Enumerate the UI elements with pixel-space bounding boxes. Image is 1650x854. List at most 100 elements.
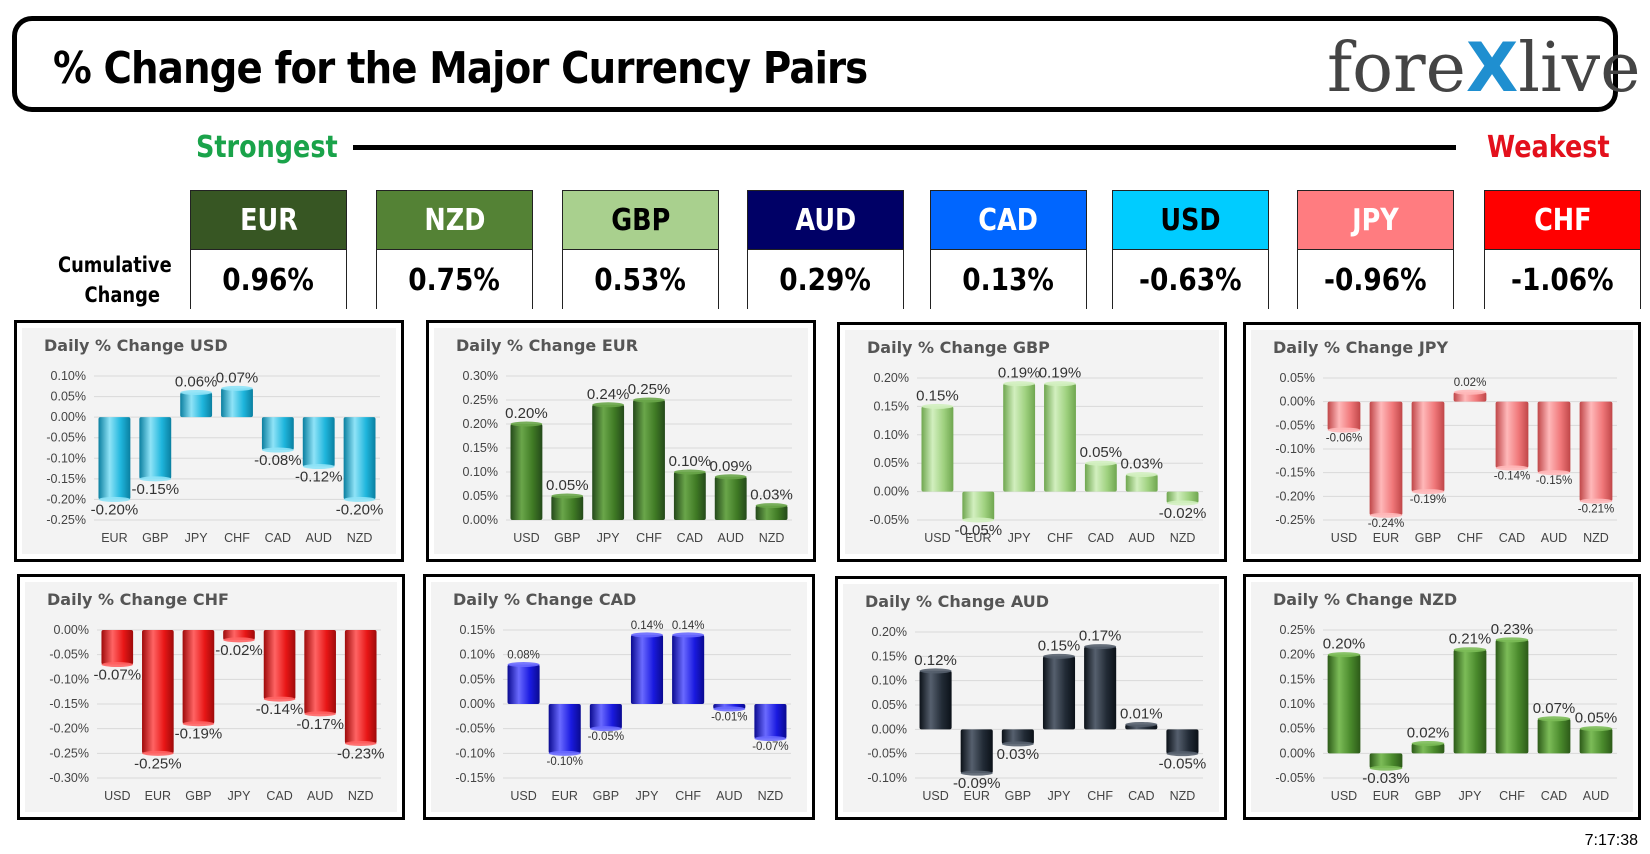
bar [1369,753,1403,769]
x-tick-label: USD [510,789,536,803]
y-tick-label: -0.05% [455,722,495,736]
x-tick-label: EUR [1373,789,1399,803]
cumulative-change-text: 0.96% [222,262,315,298]
x-tick-label: GBP [142,531,168,545]
chart-panel-usd: Daily % Change USD 0.10% 0.05% 0.00% -0.05% -… [14,320,404,562]
currency-code: CHF [1485,191,1640,250]
data-label: -0.07% [94,667,142,684]
bar-cap [1369,512,1403,518]
data-label: 0.15% [916,387,959,404]
bar [921,406,954,492]
x-tick-label: CHF [1047,531,1073,545]
y-tick-label: 0.20% [874,371,909,385]
x-tick-label: USD [924,531,950,545]
data-label: 0.23% [1491,621,1534,638]
data-label: -0.15% [1536,475,1572,487]
page-title: % Change for the Major Currency Pairs [53,43,868,94]
y-tick-label: 0.15% [1280,672,1315,686]
bar-chart: 0.00% -0.05% -0.10% -0.15% -0.20% -0.25% -0.30… [49,623,384,803]
bar-cap [344,740,377,746]
cumulative-label-line1: Cumulative [58,253,172,277]
bar-cap [223,637,255,643]
chart-area: Daily % Change GBP 0.20% 0.15% 0.10% 0.05% 0.… [845,330,1219,554]
bar [551,496,584,520]
bar [344,630,377,744]
data-label: 0.25% [628,381,671,398]
x-tick-label: CAD [1128,789,1154,803]
bar-cap [1125,721,1158,727]
x-tick-label: AUD [718,531,744,545]
data-label: 0.14% [672,620,705,632]
data-label: 0.07% [216,369,259,386]
x-tick-label: AUD [1541,531,1567,545]
chart-panel-eur: Daily % Change EUR 0.30% 0.25% 0.20% 0.15% 0.… [426,320,816,562]
y-tick-label: -0.15% [1275,466,1315,480]
data-label: -0.05% [1159,756,1207,773]
x-tick-label: EUR [964,789,990,803]
cumulative-change-text: 0.13% [962,262,1055,298]
forexlive-logo: foreXlive [1327,29,1640,108]
y-tick-label: -0.25% [1275,513,1315,527]
bar-chart: 0.10%0.05%0.00%-0.05%-0.10%-0.15%-0.20%-… [46,369,383,545]
chart-area: Daily % Change EUR 0.30% 0.25% 0.20% 0.15% 0.… [434,328,808,554]
bar-cap [592,402,625,408]
chart-area: Daily % Change CHF 0.00% -0.05% -0.10% -0.15… [25,582,397,812]
chart-panel-aud: Daily % Change AUD 0.20% 0.15% 0.10% 0.05% 0.… [835,576,1227,820]
header-box: % Change for the Major Currency Pairs fo… [12,16,1640,112]
y-tick-label: -0.20% [1275,489,1315,503]
y-tick-label: -0.15% [49,697,89,711]
bar-cap [263,696,296,702]
bar-cap [1042,653,1076,659]
data-label: -0.05% [955,522,1003,539]
currency-box-chf: CHF -1.06% [1484,190,1641,310]
data-label: -0.02% [1159,505,1207,522]
cumulative-change-value: 0.29% [748,250,903,310]
data-label: 0.19% [998,365,1041,382]
x-tick-label: GBP [1415,531,1441,545]
x-tick-label: GBP [1415,789,1441,803]
x-tick-label: NZD [348,789,374,803]
currency-code-text: CHF [1533,202,1592,238]
y-tick-label: -0.25% [46,513,86,527]
bar-cap [1044,381,1076,387]
bar [101,630,134,665]
strength-scale-line [353,145,1456,150]
y-tick-label: -0.25% [49,746,89,760]
x-tick-label: EUR [552,789,578,803]
data-label: -0.01% [711,711,747,723]
currency-code: NZD [377,191,532,250]
x-tick-label: NZD [1583,531,1609,545]
bar-cap [1453,389,1487,395]
y-tick-label: -0.05% [867,747,907,761]
cumulative-change-text: 0.29% [779,262,872,298]
chart-title: Daily % Change JPY [1273,338,1449,357]
bar-cap [1579,498,1613,504]
bar [182,630,215,724]
y-tick-label: -0.15% [46,472,86,486]
data-label: 0.02% [1454,377,1487,389]
x-tick-label: CHF [224,531,250,545]
x-tick-label: NZD [758,789,784,803]
bar-cap [754,736,787,742]
bar [1537,718,1571,754]
bar-chart: 0.05% 0.00% -0.05% -0.10% -0.15% -0.20% -0.25%… [1275,371,1617,545]
x-tick-label: CAD [1088,531,1114,545]
currency-code-text: CAD [978,202,1039,238]
bar [302,417,335,467]
bar-cap [589,726,622,732]
data-label: -0.10% [546,756,582,768]
data-label: 0.10% [669,453,712,470]
bar [263,630,296,700]
x-tick-label: JPY [1459,789,1483,803]
bar [139,417,172,479]
y-tick-label: 0.05% [874,456,909,470]
bar-cap [261,447,294,453]
bar [1003,383,1036,492]
bar [630,634,664,704]
bar-cap [1327,427,1361,433]
bar-cap [1125,472,1158,478]
bar-cap [1537,716,1571,722]
bar [507,664,540,704]
data-label: 0.19% [1039,365,1082,382]
y-tick-label: -0.10% [455,746,495,760]
